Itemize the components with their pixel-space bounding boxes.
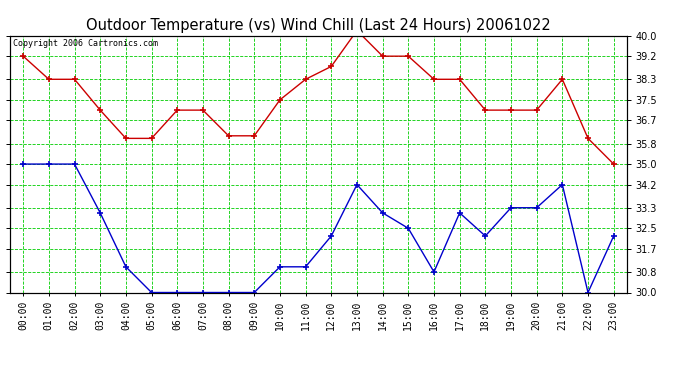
Text: Copyright 2006 Cartronics.com: Copyright 2006 Cartronics.com [13, 39, 159, 48]
Title: Outdoor Temperature (vs) Wind Chill (Last 24 Hours) 20061022: Outdoor Temperature (vs) Wind Chill (Las… [86, 18, 551, 33]
